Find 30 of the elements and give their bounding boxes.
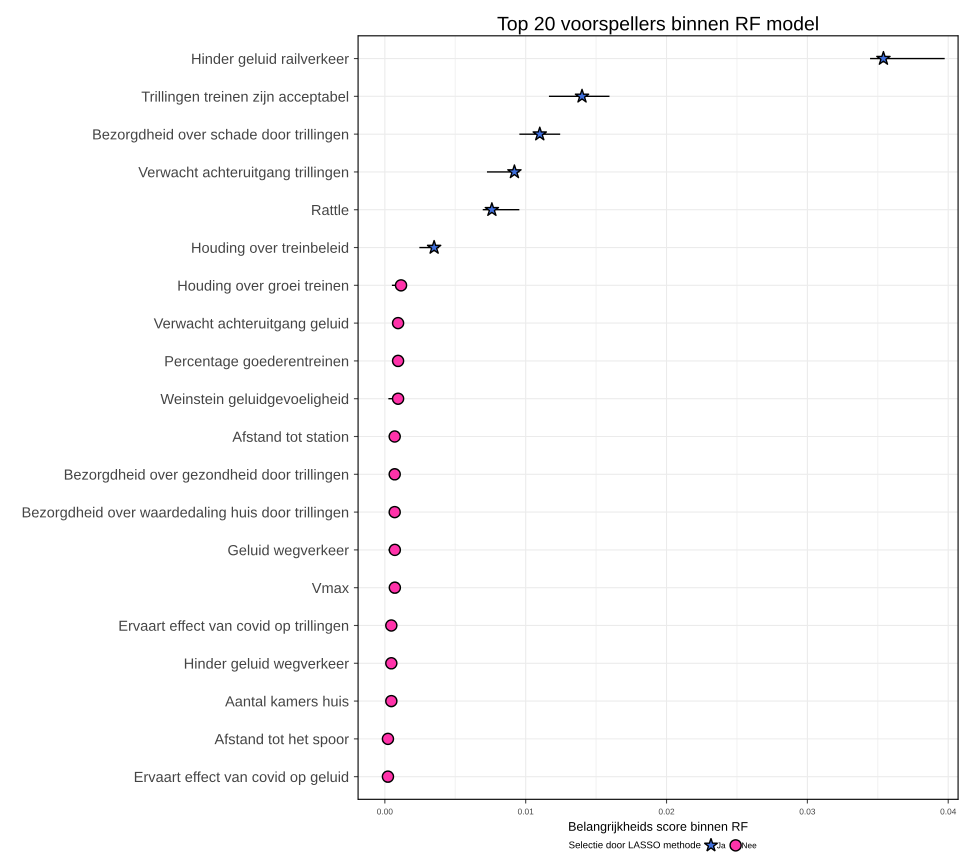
x-axis-title: Belangrijkheids score binnen RF — [569, 822, 748, 834]
x-tick-label: 0.02 — [658, 808, 674, 814]
legend-label: Nee — [742, 842, 756, 848]
y-tick-label: Houding over treinbeleid — [192, 242, 348, 256]
y-tick-label: Verwacht achteruitgang trillingen — [138, 166, 348, 180]
x-tick-label: 0.03 — [800, 808, 816, 814]
y-tick-label: Ervaart effect van covid op trillingen — [120, 620, 348, 634]
y-tick-label: Vmax — [312, 582, 349, 594]
x-tick-label: 0.01 — [518, 808, 534, 814]
y-tick-label: Trillingen treinen zijn acceptabel — [142, 91, 348, 105]
y-tick-label: Percentage goederentreinen — [165, 356, 348, 370]
y-tick-label: Houding over groei treinen — [178, 280, 348, 294]
x-tick-label: 0.04 — [940, 808, 956, 814]
y-tick-label: Verwacht achteruitgang geluid — [154, 318, 348, 332]
legend-label: Ja — [716, 842, 726, 848]
y-tick-label: Afstand tot station — [232, 431, 348, 442]
y-tick-label: Afstand tot het spoor — [214, 734, 349, 748]
x-tick-label: 0.00 — [377, 808, 393, 814]
y-tick-label: Ervaart effect van covid op geluid — [134, 771, 348, 785]
y-tick-label: Hinder geluid railverkeer — [192, 53, 349, 67]
y-tick-label: Bezorgdheid over gezondheid door trillingen — [64, 469, 348, 483]
y-tick-label: Bezorgdheid over waardedaling huis door trillingen — [22, 506, 348, 520]
legend-title: Selectie door LASSO methode — [569, 841, 701, 848]
y-tick-label: Bezorgdheid over schade door trillingen — [93, 128, 348, 142]
y-tick-label: Aantal kamers huis — [225, 696, 349, 707]
y-tick-label: Weinstein geluidgevoeligheid — [160, 393, 348, 408]
y-tick-label: Hinder geluid wegverkeer — [184, 658, 349, 672]
y-tick-label: Rattle — [312, 204, 348, 216]
chart-title: Top 20 voorspellers binnen RF model — [497, 16, 818, 34]
y-tick-label: Geluid wegverkeer — [228, 544, 349, 558]
